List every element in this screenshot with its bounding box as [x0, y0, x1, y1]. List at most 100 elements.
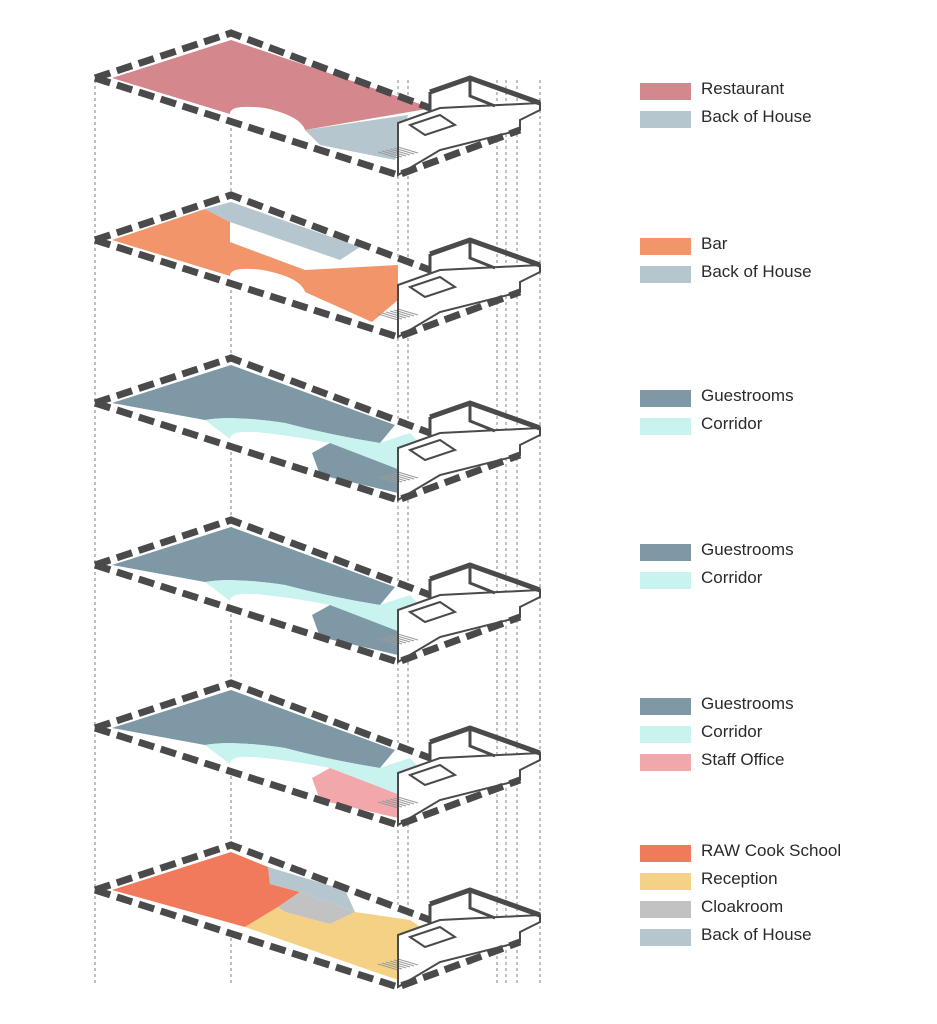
stair-tread [389, 798, 411, 806]
zone-cloakroom [278, 892, 355, 924]
perimeter-wall [93, 399, 522, 504]
stair-tread [385, 636, 407, 644]
core-wall [428, 565, 496, 599]
service-core [377, 725, 541, 827]
zone-guestrooms-north [112, 365, 395, 443]
lift-shaft [407, 275, 458, 299]
perimeter-wall [93, 354, 432, 437]
zone-back-of-house [205, 202, 360, 260]
perimeter-wall [93, 29, 432, 112]
core-wall [429, 400, 541, 431]
legend-swatch [640, 111, 691, 128]
legend-swatch [640, 726, 691, 743]
courtyard-void [230, 268, 305, 302]
courtyard-void [230, 593, 305, 627]
zone-staff-office [312, 768, 400, 818]
perimeter-wall [93, 516, 432, 599]
service-core [377, 75, 541, 177]
legend-swatch [640, 754, 691, 771]
legend-label: Cloakroom [701, 897, 784, 916]
legend-label: Restaurant [701, 79, 785, 98]
core-wall [429, 887, 541, 918]
stair-tread [397, 633, 419, 641]
stair-tread [397, 308, 419, 316]
courtyard-void [230, 756, 305, 790]
stair-tread [385, 961, 407, 969]
perimeter-wall [93, 841, 432, 924]
core-wall [428, 78, 496, 112]
legend-swatch [640, 418, 691, 435]
perimeter-wall [93, 561, 522, 666]
floor-plan-guest-floor-a [93, 354, 541, 504]
perimeter-wall [93, 236, 522, 341]
stair-tread [397, 796, 419, 804]
perimeter-wall [93, 74, 522, 179]
perimeter-wall [93, 724, 522, 829]
floor-plan-ground-floor [93, 841, 541, 991]
zone-guestrooms-south [312, 443, 400, 493]
stair-tread [389, 635, 411, 643]
lift-shaft [407, 113, 458, 137]
core-wall [428, 728, 496, 762]
zone-corridor [205, 580, 430, 632]
legend-swatch [640, 572, 691, 589]
core-wall [428, 240, 496, 274]
legend-label: Back of House [701, 925, 812, 944]
legend-swatch [640, 390, 691, 407]
zone-corridor [205, 418, 430, 470]
stair-tread [377, 476, 399, 484]
stair-tread [385, 474, 407, 482]
floor-plan-bar-floor [93, 191, 541, 341]
legend-label: Guestrooms [701, 540, 794, 559]
legend-swatch [640, 845, 691, 862]
zone-cook-school [112, 852, 300, 927]
courtyard-void [230, 431, 305, 465]
stair-tread [385, 799, 407, 807]
legend-swatch [640, 544, 691, 561]
zone-back-of-house [305, 115, 408, 160]
core-wall [429, 562, 541, 593]
core-wall [428, 403, 496, 437]
floor-plan-top-floor [93, 29, 541, 179]
lift-shaft [407, 763, 458, 787]
zone-guestrooms-north [112, 690, 395, 768]
stair-tread [385, 149, 407, 157]
legend-label: Back of House [701, 262, 812, 281]
stair-tread [377, 963, 399, 971]
legend-label: Guestrooms [701, 694, 794, 713]
legend-swatch [640, 698, 691, 715]
legend-swatch [640, 266, 691, 283]
service-core [377, 887, 541, 989]
legend-label: Guestrooms [701, 386, 794, 405]
legend-label: RAW Cook School [701, 841, 842, 860]
legend-swatch [640, 929, 691, 946]
perimeter-wall [93, 679, 432, 762]
stair-tread [397, 471, 419, 479]
legend-swatch [640, 83, 691, 100]
core-wall [429, 237, 541, 268]
floor-plan-guest-floor-b [93, 516, 541, 666]
legend-label: Reception [701, 869, 778, 888]
stair-tread [389, 310, 411, 318]
stair-tread [377, 151, 399, 159]
stair-tread [389, 473, 411, 481]
service-core [377, 562, 541, 664]
service-core [377, 400, 541, 502]
legend-swatch [640, 238, 691, 255]
zone-back-of-house [268, 867, 355, 912]
legend-label: Corridor [701, 722, 763, 741]
legend-label: Staff Office [701, 750, 785, 769]
floor-plan-guest-floor-c [93, 679, 541, 829]
lift-shaft [407, 438, 458, 462]
zone-bar [112, 209, 398, 322]
zone-restaurant [112, 40, 432, 130]
core-wall [428, 890, 496, 924]
stair-tread [397, 958, 419, 966]
zone-corridor [205, 743, 430, 795]
core-wall [429, 725, 541, 756]
legend-swatch [640, 873, 691, 890]
perimeter-wall [93, 191, 432, 274]
stair-tread [377, 313, 399, 321]
stair-tread [389, 148, 411, 156]
